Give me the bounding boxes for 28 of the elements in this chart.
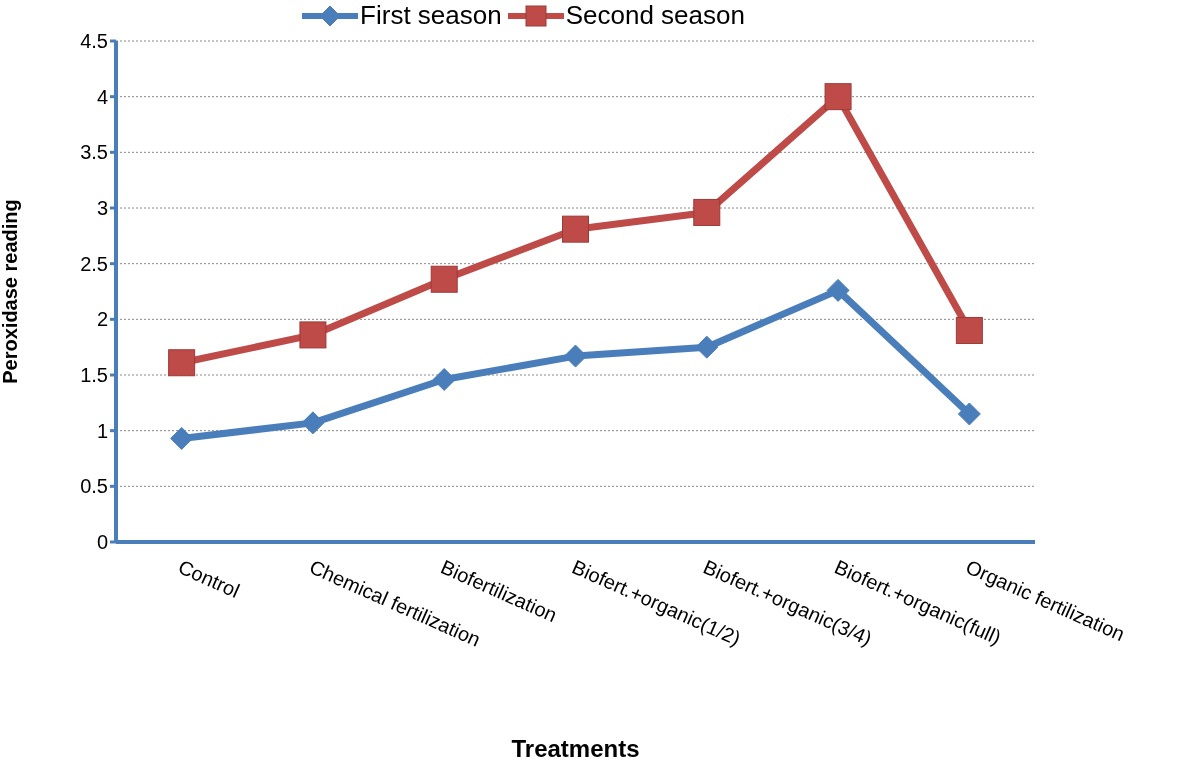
legend-label: Second season [565,0,745,31]
y-tick-label: 1.5 [80,364,108,387]
point [170,426,194,450]
x-axis-title: Treatments [511,735,640,762]
y-tick-label: 3 [96,197,108,220]
point [824,83,852,111]
point [301,411,325,435]
point [168,349,196,377]
point [695,335,719,359]
point [432,367,456,391]
point [430,265,458,293]
y-tick-label: 0.5 [80,475,108,498]
y-tick-label: 2.5 [80,252,108,275]
y-tick-label: 4 [96,85,108,108]
point [562,215,589,243]
point [299,321,327,349]
y-tick-label: 2 [96,308,108,331]
point [564,344,587,368]
point [955,316,983,344]
y-tick-label: 0 [96,531,108,554]
point [826,278,850,302]
y-tick-label: 1 [96,419,108,442]
y-tick-label: 3.5 [80,141,108,164]
legend-label: First season [360,0,502,31]
point [693,198,721,226]
y-axis-title: Peroxidase reading [0,199,22,384]
y-tick-label: 4.5 [80,30,108,53]
point [957,402,981,426]
